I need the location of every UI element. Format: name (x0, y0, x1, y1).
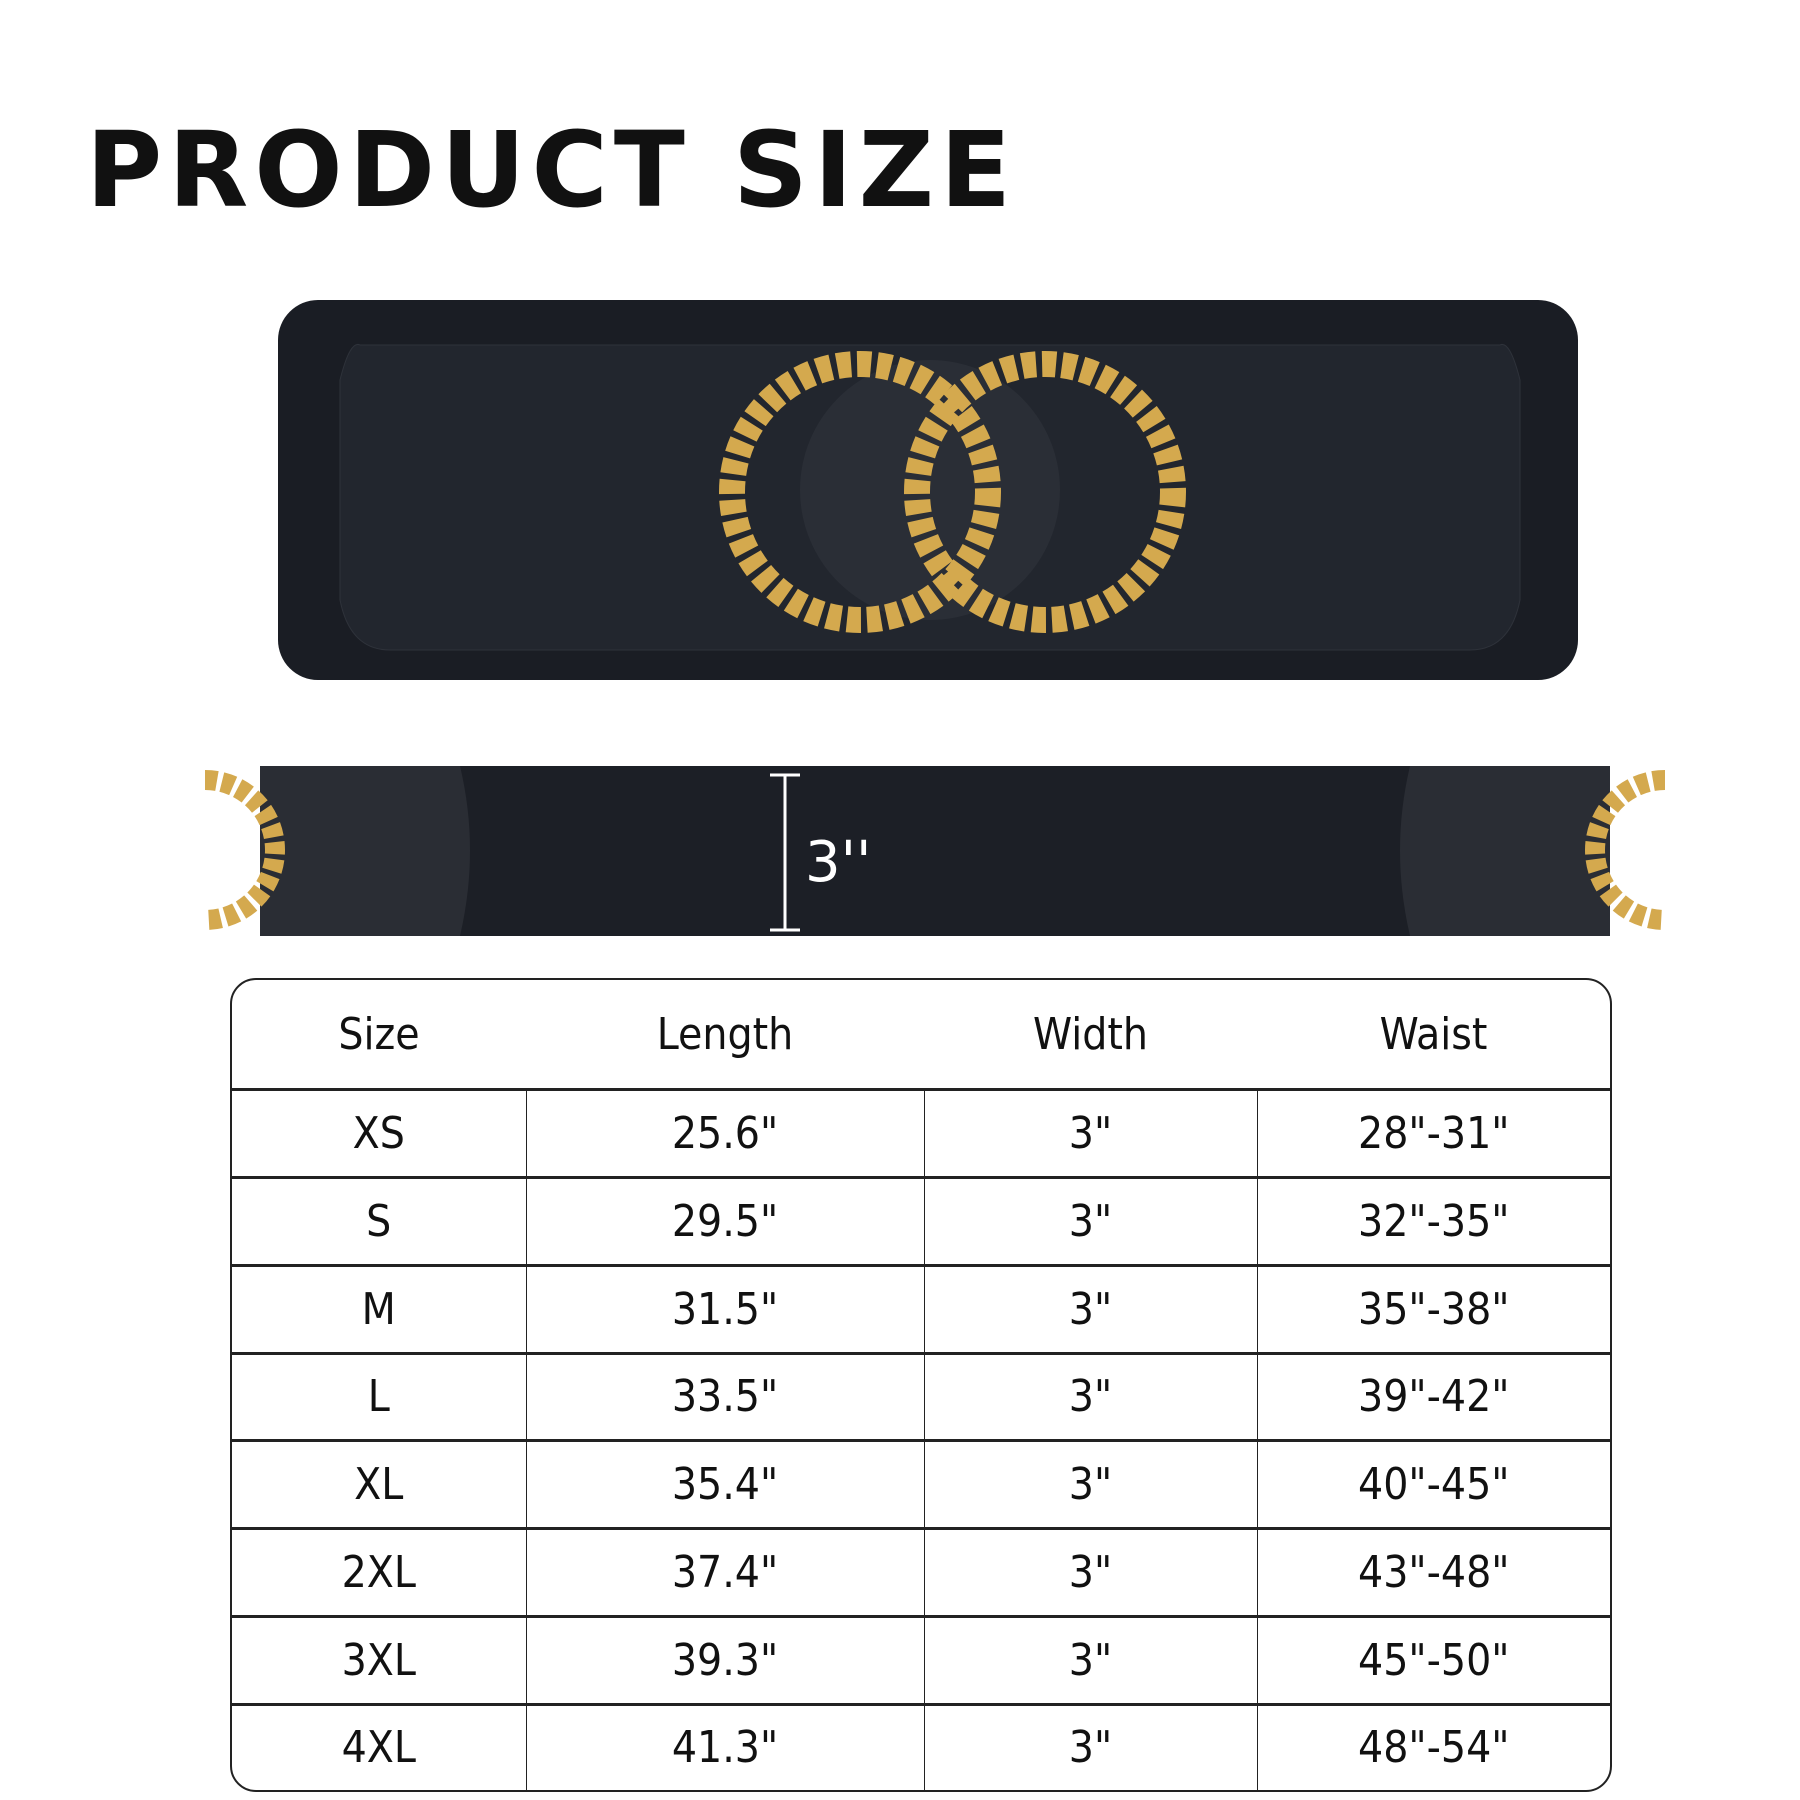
cell-waist: 35"-38" (1256, 1263, 1610, 1354)
cell-width: 3" (923, 1089, 1257, 1178)
table-row: L 33.5" 3" 39"-42" (232, 1351, 1610, 1441)
cell-size: 3XL (232, 1615, 526, 1705)
cell-size: XS (352, 1107, 405, 1159)
cell-waist: 39"-42" (1256, 1351, 1610, 1441)
table-row: 2XL 37.4" 3" 43"-48" (232, 1527, 1610, 1617)
table-row: 3XL 39.3" 3" 45"-50" (232, 1615, 1610, 1705)
cell-waist: 28"-31" (1256, 1089, 1610, 1178)
cell-length: 31.5" (525, 1263, 924, 1354)
cell-length: 25.6" (525, 1089, 924, 1178)
table-row: XS 25.6" 3" 28"-31" (232, 1089, 1610, 1178)
cell-waist: 32"-35" (1256, 1175, 1610, 1266)
cell-width: 3" (923, 1527, 1257, 1617)
width-measure-line (770, 773, 800, 932)
cell-width: 3" (923, 1702, 1257, 1790)
table-row: XL 35.4" 3" 40"-45" (232, 1439, 1610, 1529)
cell-size: L (232, 1351, 526, 1441)
cell-length: 39.3" (525, 1615, 924, 1705)
cell-size: XL (232, 1439, 526, 1529)
cell-length: 29.5" (525, 1175, 924, 1266)
header-length: Length (526, 980, 924, 1091)
cell-width: 3" (923, 1351, 1257, 1441)
cell-waist: 40"-45" (1256, 1439, 1610, 1529)
table-row: 4XL 41.3" 3" 48"-54" (232, 1702, 1610, 1790)
buckle-half-icon (204, 770, 1666, 930)
cell-length: 37.4" (525, 1527, 924, 1617)
cell-waist: 48"-54" (1256, 1702, 1610, 1790)
cell-width: 3" (923, 1263, 1257, 1354)
cell-size: 2XL (232, 1527, 526, 1617)
header-waist: Waist (1257, 980, 1610, 1091)
page-title: PRODUCT SIZE (86, 109, 1018, 231)
cell-waist: 43"-48" (1256, 1527, 1610, 1617)
cell-size: 4XL (232, 1702, 526, 1790)
double-ring-buckle-icon (719, 351, 1186, 633)
cell-width: 3" (923, 1175, 1257, 1266)
belt-flat-image (204, 766, 1666, 936)
cell-width: 3" (923, 1439, 1257, 1529)
width-annotation: 3'' (805, 830, 872, 895)
cell-length: 41.3" (525, 1702, 924, 1790)
cell-size: S (232, 1175, 526, 1266)
cell-width: 3" (923, 1615, 1257, 1705)
header-width: Width (924, 980, 1257, 1091)
cell-length: 33.5" (525, 1351, 924, 1441)
size-chart-table: Size Length Width Waist XS 25.6" 3" 28"-31"… (230, 978, 1612, 1792)
table-row: S 29.5" 3" 32"-35" (232, 1175, 1610, 1266)
table-row: M 31.5" 3" 35"-38" (232, 1263, 1610, 1354)
table-header-row: Size Length Width Waist (232, 980, 1610, 1091)
cell-waist: 45"-50" (1256, 1615, 1610, 1705)
header-size: Size (232, 980, 526, 1091)
belt-front-image (278, 300, 1578, 680)
cell-size: M (232, 1263, 526, 1354)
cell-length: 35.4" (525, 1439, 924, 1529)
